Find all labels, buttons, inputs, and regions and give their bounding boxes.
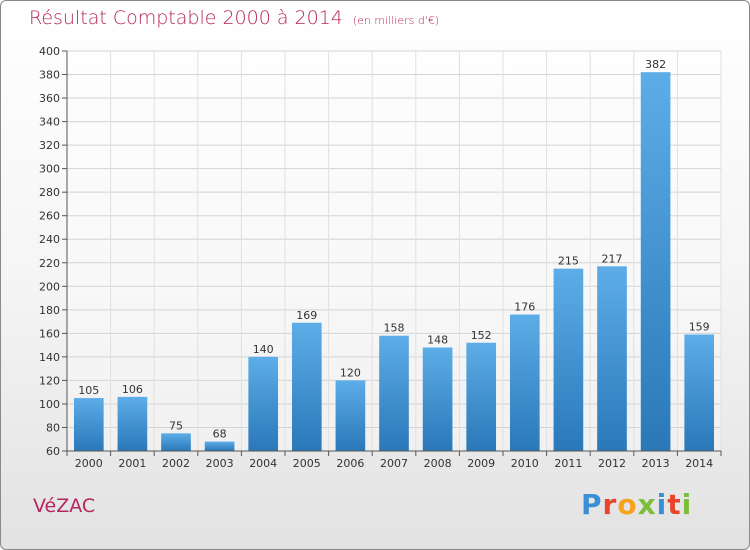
x-tick-label: 2001 <box>118 457 146 470</box>
bar <box>553 268 584 451</box>
logo-letter: i <box>681 488 693 521</box>
bar-value-label: 176 <box>514 301 535 314</box>
x-tick-label: 2008 <box>424 457 452 470</box>
bar <box>335 380 366 451</box>
logo-letter: r <box>602 488 618 521</box>
y-tick-label: 100 <box>39 398 60 411</box>
y-tick-label: 380 <box>39 69 60 82</box>
y-tick-label: 120 <box>39 374 60 387</box>
y-tick-label: 140 <box>39 351 60 364</box>
x-tick-label: 2012 <box>598 457 626 470</box>
y-tick-label: 340 <box>39 116 60 129</box>
logo-letter: o <box>617 488 638 521</box>
bar <box>161 433 191 451</box>
bar-value-label: 152 <box>471 329 492 342</box>
proxiti-logo: Proxiti <box>581 488 692 521</box>
logo-letter: x <box>637 488 657 521</box>
chart-title: Résultat Comptable 2000 à 2014 (en millie… <box>29 7 439 29</box>
x-tick-label: 2002 <box>162 457 190 470</box>
logo-letter: t <box>667 488 682 521</box>
y-tick-label: 400 <box>39 45 60 58</box>
y-tick-label: 260 <box>39 210 60 223</box>
bars: 105 106 75 68 140 169 120 158 148 152 176 215 217 382… <box>73 58 715 452</box>
x-tick-label: 2000 <box>75 457 103 470</box>
y-tick-label: 200 <box>39 280 60 293</box>
chart-title-text: Résultat Comptable 2000 à 2014 <box>29 7 343 29</box>
bar <box>684 334 715 451</box>
x-tick-label: 2007 <box>380 457 408 470</box>
bar-value-label: 215 <box>558 255 579 268</box>
y-tick-label: 220 <box>39 257 60 270</box>
y-tick-label: 180 <box>39 304 60 317</box>
y-tick-label: 80 <box>46 421 60 434</box>
bar-value-label: 158 <box>384 322 405 335</box>
y-axis: 60 80 100 120 140 160 180 200 220 240 260 280 300 320… <box>39 45 68 458</box>
bar-value-label: 106 <box>122 383 143 396</box>
x-tick-label: 2010 <box>511 457 539 470</box>
bar-value-label: 75 <box>169 419 183 432</box>
x-tick-label: 2011 <box>554 457 582 470</box>
logo-letter: i <box>656 488 668 521</box>
y-tick-label: 240 <box>39 233 60 246</box>
bar <box>422 347 453 451</box>
bar-value-label: 169 <box>296 309 317 322</box>
bar-value-label: 105 <box>78 384 99 397</box>
x-tick-label: 2006 <box>336 457 364 470</box>
bar <box>117 396 148 451</box>
bar <box>291 322 322 451</box>
x-axis: 2000 2001 2002 2003 2004 2005 2006 2007 2008 2009… <box>66 450 722 470</box>
x-tick-label: 2003 <box>206 457 234 470</box>
y-tick-label: 360 <box>39 92 60 105</box>
x-tick-label: 2005 <box>293 457 321 470</box>
y-tick-label: 300 <box>39 163 60 176</box>
x-tick-label: 2013 <box>642 457 670 470</box>
commune-name: VéZAC <box>33 495 96 517</box>
bar <box>640 72 671 452</box>
bar <box>466 342 497 451</box>
bar-value-label: 68 <box>213 428 227 441</box>
bar <box>73 398 104 451</box>
bar <box>509 314 540 451</box>
y-tick-label: 280 <box>39 186 60 199</box>
bar <box>248 356 279 451</box>
bar-value-label: 140 <box>253 343 274 356</box>
x-tick-label: 2014 <box>685 457 713 470</box>
bar-value-label: 217 <box>602 252 623 265</box>
bar-value-label: 120 <box>340 366 361 379</box>
bar-value-label: 148 <box>427 333 448 346</box>
chart-subtitle: (en milliers d'€) <box>352 14 440 27</box>
bar <box>379 335 409 451</box>
logo-letter: P <box>581 488 603 521</box>
bar-value-label: 382 <box>645 58 666 71</box>
bar <box>597 266 627 451</box>
x-tick-label: 2009 <box>467 457 495 470</box>
bar <box>204 441 235 451</box>
y-tick-label: 160 <box>39 327 60 340</box>
bar-value-label: 159 <box>689 321 710 334</box>
y-tick-label: 320 <box>39 139 60 152</box>
y-tick-label: 60 <box>46 445 60 458</box>
x-tick-label: 2004 <box>249 457 277 470</box>
